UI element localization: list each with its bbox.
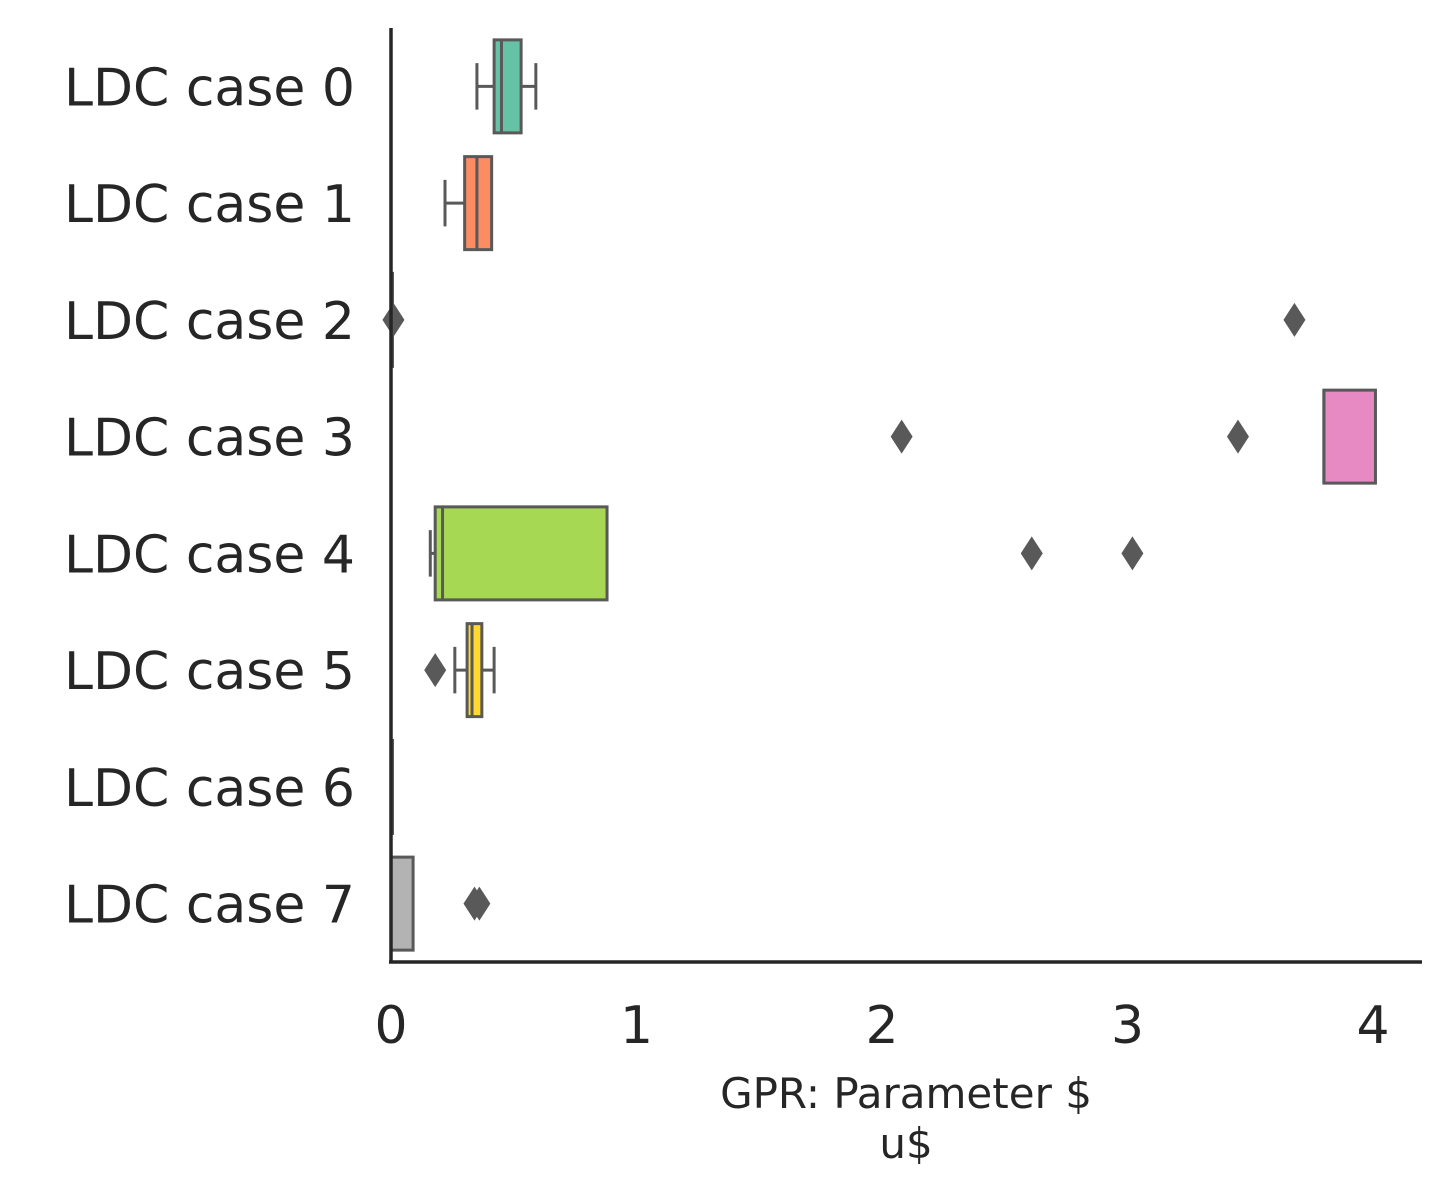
box bbox=[433, 505, 609, 602]
y-tick-label: LDC case 0 bbox=[64, 58, 355, 118]
box bbox=[465, 622, 484, 719]
y-tick-label: LDC case 7 bbox=[64, 876, 355, 936]
box-group bbox=[428, 505, 1144, 602]
y-tick-label: LDC case 5 bbox=[64, 642, 355, 702]
box-group bbox=[475, 38, 538, 135]
outlier-point bbox=[1283, 302, 1306, 337]
box bbox=[492, 38, 523, 135]
x-tick-label: 3 bbox=[1111, 996, 1144, 1056]
outlier-point bbox=[890, 419, 913, 454]
box bbox=[1322, 388, 1377, 485]
box-group bbox=[890, 388, 1377, 485]
x-axis: 0 1 2 3 4 bbox=[374, 996, 1389, 1056]
outlier-point bbox=[1121, 536, 1144, 571]
box-group bbox=[382, 271, 1306, 368]
outlier-point bbox=[424, 653, 447, 688]
box bbox=[389, 855, 415, 952]
box-group bbox=[443, 155, 494, 252]
y-tick-label: LDC case 4 bbox=[64, 525, 355, 585]
outlier-point bbox=[1226, 419, 1249, 454]
y-tick-label: LDC case 2 bbox=[64, 292, 355, 352]
x-tick-label: 1 bbox=[620, 996, 653, 1056]
x-axis-title: GPR: Parameter $ u$ bbox=[720, 1069, 1092, 1168]
y-axis: LDC case 0 LDC case 1 LDC case 2 LDC case 3… bbox=[64, 58, 355, 935]
box-group bbox=[389, 855, 491, 952]
outlier-point bbox=[1020, 536, 1043, 571]
x-tick-label: 4 bbox=[1356, 996, 1389, 1056]
y-tick-label: LDC case 6 bbox=[64, 759, 355, 819]
x-tick-label: 2 bbox=[865, 996, 898, 1056]
box-group bbox=[424, 622, 496, 719]
plot-area bbox=[382, 38, 1377, 952]
y-tick-label: LDC case 1 bbox=[64, 175, 355, 235]
outlier-point bbox=[382, 302, 405, 337]
outlier-point bbox=[468, 886, 491, 921]
y-tick-label: LDC case 3 bbox=[64, 409, 355, 469]
x-tick-label: 0 bbox=[374, 996, 407, 1056]
